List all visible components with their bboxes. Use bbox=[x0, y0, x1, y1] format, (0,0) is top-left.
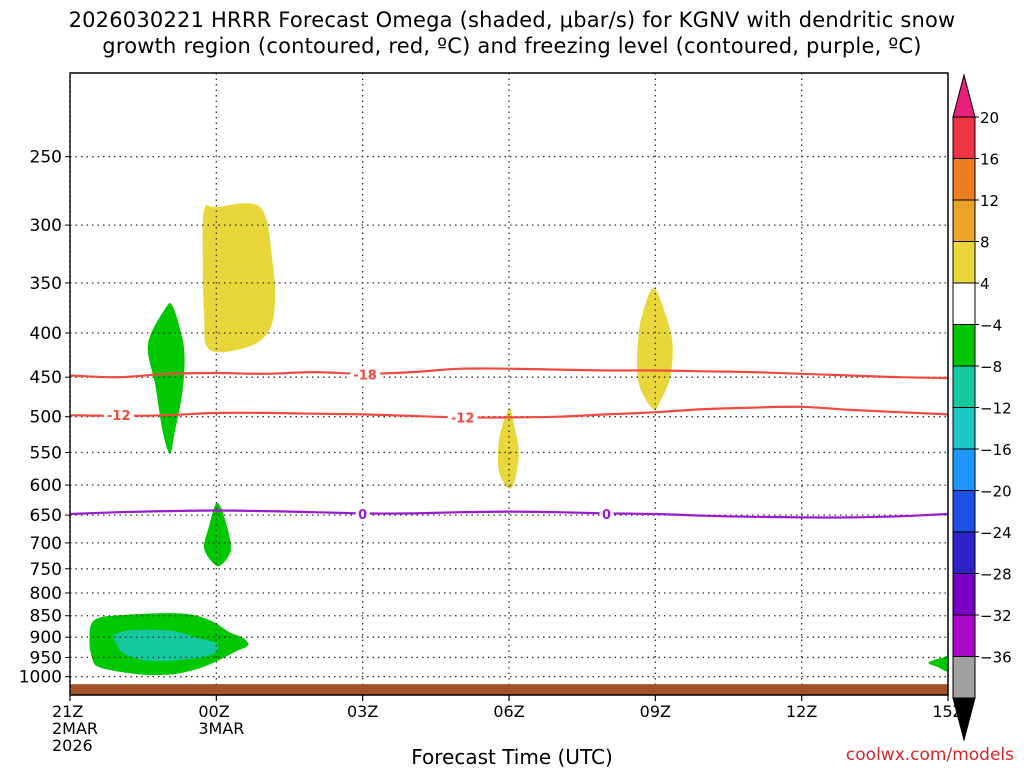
y-tick-label-350: 350 bbox=[30, 274, 62, 294]
x-tick-label-06Z: 06Z bbox=[493, 702, 524, 721]
colorbar-label--16: −16 bbox=[980, 441, 1012, 459]
colorbar-swatch-11 bbox=[952, 531, 976, 574]
colorbar-label-20: 20 bbox=[980, 109, 999, 127]
x-tick-label-21Z: 21Z bbox=[52, 702, 83, 721]
y-tick-label-300: 300 bbox=[30, 216, 62, 236]
chart-title-line-1: 2026030221 HRRR Forecast Omega (shaded, … bbox=[68, 8, 956, 32]
contour-label-bg bbox=[355, 505, 370, 522]
y-tick-label-400: 400 bbox=[30, 324, 62, 344]
colorbar-label--28: −28 bbox=[980, 566, 1012, 584]
ground-shading bbox=[70, 684, 948, 695]
contour-label-bg bbox=[103, 407, 134, 424]
contour-label-bg bbox=[447, 409, 478, 426]
contour-label-bg bbox=[350, 366, 381, 383]
colorbar-swatch-6 bbox=[952, 324, 976, 367]
omega-negative-upper bbox=[147, 302, 185, 454]
x-axis-label: Forecast Time (UTC) bbox=[411, 745, 613, 769]
colorbar-label--36: −36 bbox=[980, 649, 1012, 667]
colorbar-label--32: −32 bbox=[980, 607, 1012, 625]
contour-label-0C-1: 0 bbox=[358, 508, 367, 523]
contour-label--18C-1: -18 bbox=[353, 369, 377, 384]
colorbar-swatch-3 bbox=[952, 199, 976, 242]
colorbar-label--8: −8 bbox=[980, 358, 1002, 376]
contour-line--12C bbox=[70, 405, 948, 419]
y-tick-label-1000: 1000 bbox=[19, 668, 62, 688]
y-tick-label-450: 450 bbox=[30, 368, 62, 388]
y-tick-label-800: 800 bbox=[30, 584, 62, 604]
colorbar-swatch-7 bbox=[952, 365, 976, 408]
colorbar-swatch-10 bbox=[952, 490, 976, 533]
site-credit: coolwx.com/models bbox=[845, 745, 1014, 765]
colorbar-label-8: 8 bbox=[980, 234, 990, 252]
omega-negative-right-edge bbox=[928, 655, 948, 672]
colorbar-swatch-2 bbox=[952, 158, 976, 201]
colorbar-label--24: −24 bbox=[980, 524, 1012, 542]
y-tick-label-550: 550 bbox=[30, 443, 62, 463]
y-tick-label-700: 700 bbox=[30, 534, 62, 554]
colorbar-swatch-13 bbox=[952, 614, 976, 657]
x-tick-label-2MAR: 2MAR bbox=[52, 719, 98, 738]
contour-line--18C bbox=[70, 367, 948, 380]
y-tick-label-900: 900 bbox=[30, 628, 62, 648]
y-tick-label-650: 650 bbox=[30, 506, 62, 526]
x-tick-label-2026: 2026 bbox=[52, 736, 93, 755]
y-tick-label-950: 950 bbox=[30, 648, 62, 668]
colorbar-label-16: 16 bbox=[980, 151, 999, 169]
y-tick-label-250: 250 bbox=[30, 148, 62, 168]
colorbar-swatch-9 bbox=[952, 448, 976, 491]
colorbar-top-arrow bbox=[952, 73, 976, 118]
colorbar-label-12: 12 bbox=[980, 192, 999, 210]
colorbar-swatch-5 bbox=[952, 282, 976, 325]
x-tick-label-03Z: 03Z bbox=[347, 702, 378, 721]
omega-positive-upper-left bbox=[202, 203, 276, 353]
y-tick-label-850: 850 bbox=[30, 607, 62, 627]
omega-positive-mid bbox=[497, 408, 519, 489]
omega-negative-700 bbox=[203, 503, 232, 567]
colorbar-swatch-8 bbox=[952, 407, 976, 450]
colorbar-swatch-4 bbox=[952, 241, 976, 284]
y-tick-label-750: 750 bbox=[30, 560, 62, 580]
colorbar-swatch-1 bbox=[952, 116, 976, 159]
x-tick-label-12Z: 12Z bbox=[786, 702, 817, 721]
colorbar-bottom-arrow bbox=[952, 697, 976, 742]
colorbar-swatch-14 bbox=[952, 656, 976, 699]
colorbar-label--4: −4 bbox=[980, 317, 1002, 335]
x-tick-label-00Z: 00Z bbox=[198, 702, 229, 721]
contour-line-0C bbox=[70, 509, 948, 519]
x-tick-label-3MAR: 3MAR bbox=[198, 719, 244, 738]
colorbar-swatch-12 bbox=[952, 573, 976, 616]
contour-label-bg bbox=[599, 505, 614, 522]
contour-label--12C-2: -12 bbox=[451, 411, 475, 426]
contour-label--12C-1: -12 bbox=[107, 409, 131, 424]
colorbar-label--12: −12 bbox=[980, 400, 1012, 418]
y-tick-label-500: 500 bbox=[30, 408, 62, 428]
y-tick-label-600: 600 bbox=[30, 476, 62, 496]
contour-label-0C-2: 0 bbox=[602, 508, 611, 523]
colorbar-label--20: −20 bbox=[980, 483, 1012, 501]
colorbar-label-4: 4 bbox=[980, 275, 990, 293]
chart-title-line-2: growth region (contoured, red, ºC) and f… bbox=[102, 34, 922, 58]
x-tick-label-09Z: 09Z bbox=[640, 702, 671, 721]
